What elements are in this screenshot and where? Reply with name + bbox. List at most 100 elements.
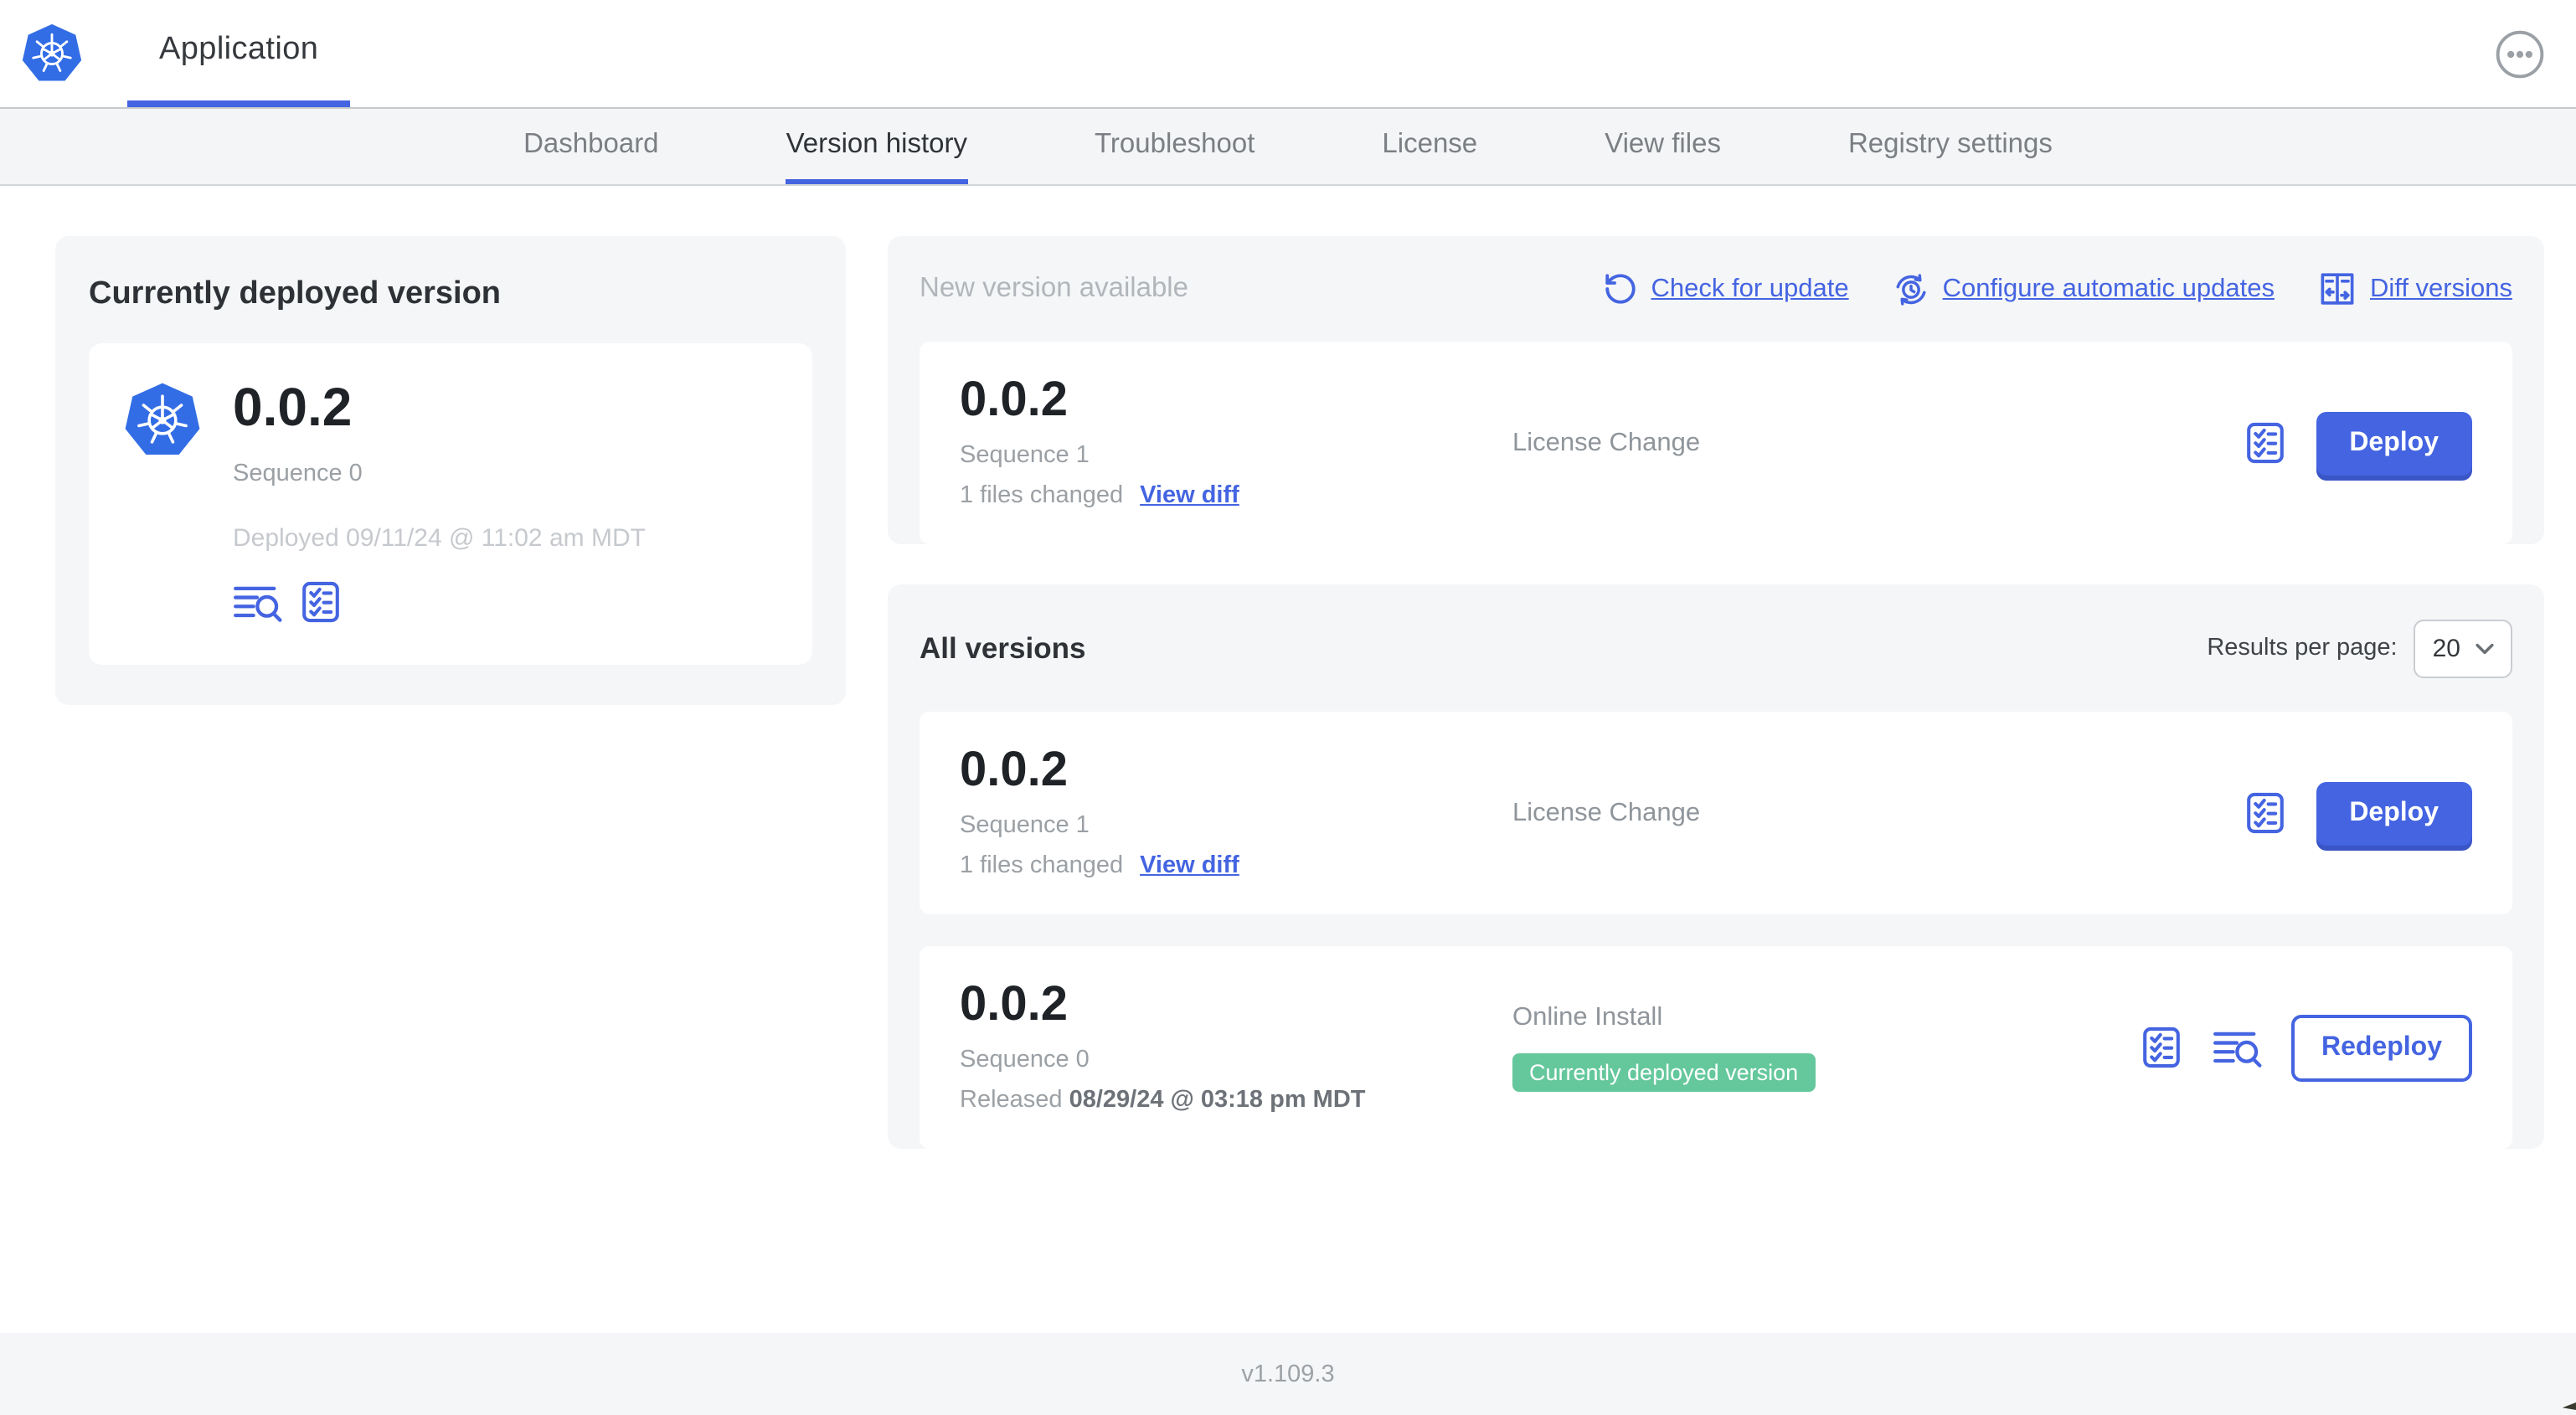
version-source: License Change <box>1512 798 1701 826</box>
tab-dashboard[interactable]: Dashboard <box>523 109 658 184</box>
diff-versions-label: Diff versions <box>2370 274 2512 302</box>
view-logs-button[interactable] <box>233 580 283 624</box>
new-version-row: 0.0.2 Sequence 1 1 files changed View di… <box>920 342 2512 544</box>
overflow-menu-button[interactable] <box>2492 27 2546 80</box>
deploy-button[interactable]: Deploy <box>2316 411 2472 475</box>
all-versions-header: All versions Results per page: 20 <box>888 584 2544 712</box>
schedule-update-icon <box>1896 273 1926 305</box>
top-header: Application <box>0 0 2576 109</box>
kubernetes-logo-icon <box>22 23 82 81</box>
chevron-down-icon <box>2476 642 2494 654</box>
version-source-column: Online Install Currently deployed versio… <box>1512 1003 2139 1092</box>
main-content: Currently deployed version <box>0 186 2576 1181</box>
diff-versions-link[interactable]: Diff versions <box>2318 270 2512 308</box>
all-versions-panel: All versions Results per page: 20 <box>888 584 2544 1149</box>
tab-license[interactable]: License <box>1382 109 1477 184</box>
current-version-info: 0.0.2 Sequence 0 Deployed 09/11/24 @ 11:… <box>233 380 646 625</box>
app-subnav: Dashboard Version history Troubleshoot L… <box>0 109 2576 186</box>
checklist-icon <box>2246 792 2284 834</box>
tab-dashboard-label: Dashboard <box>523 128 659 158</box>
tab-registry-settings[interactable]: Registry settings <box>1848 109 2053 184</box>
results-per-page-label: Results per page: <box>2207 635 2398 661</box>
checklist-icon <box>2246 422 2284 464</box>
version-sequence: Sequence 0 <box>960 1047 1090 1073</box>
version-sequence: Sequence 1 <box>960 812 1090 839</box>
files-changed-label: 1 files changed <box>960 482 1124 509</box>
tab-view-files-label: View files <box>1605 128 1721 158</box>
released-date-row: Released 08/29/24 @ 03:18 pm MDT <box>960 1087 1512 1114</box>
check-for-update-label: Check for update <box>1651 274 1849 302</box>
new-version-panel: New version available Check for update <box>888 236 2544 544</box>
app-logo <box>20 0 84 107</box>
configure-automatic-updates-link[interactable]: Configure automatic updates <box>1893 270 2275 307</box>
logs-icon <box>2213 1031 2262 1067</box>
version-info: 0.0.2 Sequence 1 1 files changed View di… <box>960 744 1512 879</box>
currently-deployed-card: 0.0.2 Sequence 0 Deployed 09/11/24 @ 11:… <box>89 343 812 665</box>
version-info: 0.0.2 Sequence 0 Released 08/29/24 @ 03:… <box>960 978 1512 1114</box>
console-version: v1.109.3 <box>1241 1361 1335 1387</box>
version-source-column: License Change <box>1512 428 2242 458</box>
all-versions-title: All versions <box>920 630 1086 664</box>
currently-deployed-badge: Currently deployed version <box>1512 1053 1816 1092</box>
refresh-icon <box>1605 274 1636 304</box>
app-tab-application[interactable]: Application <box>127 0 351 107</box>
version-row: 0.0.2 Sequence 0 Released 08/29/24 @ 03:… <box>920 946 2512 1149</box>
new-version-actions: Check for update Configure a <box>1603 270 2512 308</box>
version-row: 0.0.2 Sequence 1 1 files changed View di… <box>920 712 2512 914</box>
tab-version-history[interactable]: Version history <box>786 109 967 184</box>
tab-license-label: License <box>1382 128 1478 158</box>
version-number: 0.0.2 <box>960 373 1068 427</box>
view-logs-button[interactable] <box>2213 1026 2263 1069</box>
currently-deployed-title: Currently deployed version <box>89 276 502 311</box>
row-actions: Deploy <box>2242 781 2472 845</box>
files-changed-label: 1 files changed <box>960 852 1124 879</box>
version-info: 0.0.2 Sequence 1 1 files changed View di… <box>960 373 1512 509</box>
row-actions: Deploy <box>2242 411 2472 475</box>
tab-troubleshoot[interactable]: Troubleshoot <box>1095 109 1255 184</box>
app-title: Application <box>159 32 319 67</box>
version-sequence: Sequence 1 <box>960 442 1090 469</box>
tab-view-files[interactable]: View files <box>1605 109 1721 184</box>
logs-icon <box>234 585 282 621</box>
mouse-cursor <box>2562 1402 2576 1410</box>
new-version-title: New version available <box>920 273 1188 303</box>
version-number: 0.0.2 <box>960 744 1068 797</box>
tab-registry-settings-label: Registry settings <box>1847 128 2053 158</box>
released-label: Released <box>960 1087 1063 1114</box>
checklist-icon <box>2143 1027 2180 1068</box>
deploy-button[interactable]: Deploy <box>2316 781 2472 845</box>
view-diff-link[interactable]: View diff <box>1140 852 1239 879</box>
current-version-number: 0.0.2 <box>233 377 353 437</box>
current-version-actions <box>233 579 646 625</box>
right-column: New version available Check for update <box>888 236 2544 1181</box>
redeploy-button[interactable]: Redeploy <box>2290 1014 2472 1081</box>
results-per-page-select[interactable]: 20 <box>2414 619 2512 677</box>
checklist-icon <box>302 581 339 623</box>
tab-troubleshoot-label: Troubleshoot <box>1095 128 1255 158</box>
new-version-header: New version available Check for update <box>888 236 2544 342</box>
row-actions: Redeploy <box>2139 1014 2472 1081</box>
files-changed-row: 1 files changed View diff <box>960 482 1512 509</box>
release-notes-button[interactable] <box>2139 1025 2184 1070</box>
version-source: License Change <box>1512 428 1701 456</box>
version-source: Online Install <box>1512 1003 1663 1032</box>
release-notes-button[interactable] <box>2242 790 2287 836</box>
kubernetes-logo-icon <box>125 383 200 455</box>
release-notes-button[interactable] <box>298 579 343 625</box>
results-per-page-value: 20 <box>2432 634 2460 662</box>
diff-icon <box>2321 273 2354 305</box>
view-diff-link[interactable]: View diff <box>1140 482 1239 509</box>
configure-automatic-updates-label: Configure automatic updates <box>1942 274 2275 302</box>
version-number: 0.0.2 <box>960 978 1068 1032</box>
results-per-page: Results per page: 20 <box>2207 619 2512 677</box>
version-source-column: License Change <box>1512 798 2242 828</box>
release-notes-button[interactable] <box>2242 420 2287 466</box>
ellipsis-menu-icon <box>2495 29 2543 78</box>
current-version-deployed-date: Deployed 09/11/24 @ 11:02 am MDT <box>233 524 646 553</box>
released-date: 08/29/24 @ 03:18 pm MDT <box>1069 1087 1366 1114</box>
current-version-sequence: Sequence 0 <box>233 461 363 487</box>
check-for-update-link[interactable]: Check for update <box>1603 271 1849 306</box>
app-footer: v1.109.3 <box>0 1333 2576 1415</box>
files-changed-row: 1 files changed View diff <box>960 852 1512 879</box>
